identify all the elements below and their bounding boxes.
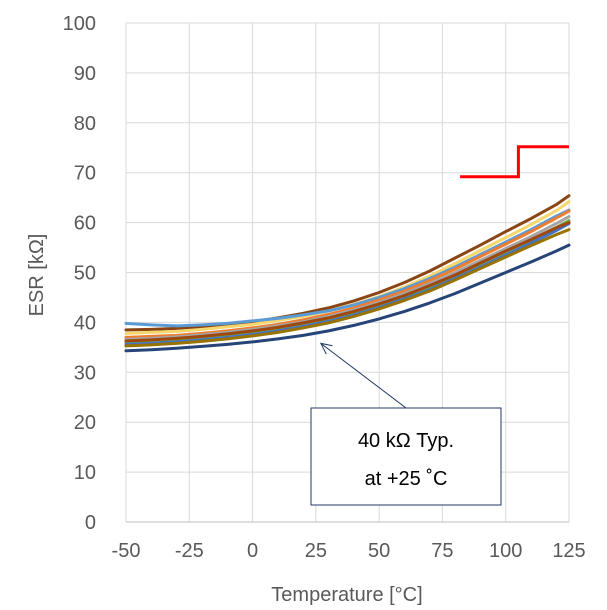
y-tick-label: 30 (74, 362, 96, 384)
series-line-10 (124, 243, 571, 353)
limit-line (460, 145, 569, 179)
annotation-line-1: 40 kΩ Typ. (358, 430, 454, 452)
series-line-5 (124, 215, 571, 341)
y-tick-label: 70 (74, 163, 96, 185)
x-tick-label: -25 (175, 540, 204, 562)
y-tick-label: 100 (63, 13, 96, 35)
y-tick-label: 40 (74, 312, 96, 334)
x-tick-label: 25 (305, 540, 327, 562)
limit-layer (460, 145, 569, 179)
tick-labels: -50 -25 0 25 50 75 100 125 0 10 20 30 40 50 60 70 80 90 10… (63, 13, 586, 562)
series-layer (124, 194, 571, 353)
annotation-arrow-head (319, 342, 333, 355)
annotation: 40 kΩ Typ. at +25 ˚C (310, 342, 502, 506)
x-tick-label: 0 (247, 540, 258, 562)
y-tick-label: 10 (74, 462, 96, 484)
x-tick-label: 50 (368, 540, 390, 562)
y-tick-label: 60 (74, 213, 96, 235)
series-line-3 (124, 208, 571, 328)
y-tick-label: 0 (85, 512, 96, 534)
y-tick-label: 50 (74, 263, 96, 285)
annotation-arrow-line (320, 342, 407, 409)
series-line-9 (124, 228, 571, 348)
x-tick-label: 75 (431, 540, 453, 562)
x-tick-label: 100 (489, 540, 522, 562)
y-tick-label: 90 (74, 63, 96, 85)
y-axis-label: ESR [kΩ] (26, 234, 48, 317)
x-axis-label: Temperature [°C] (271, 584, 422, 606)
annotation-box (310, 407, 502, 506)
series-line-8 (124, 221, 571, 343)
annotation-line-2: at +25 ˚C (365, 468, 448, 490)
series-line-1 (124, 194, 571, 332)
y-tick-label: 80 (74, 113, 96, 135)
x-tick-label: 125 (552, 540, 585, 562)
x-tick-label: -50 (112, 540, 141, 562)
y-tick-label: 20 (74, 412, 96, 434)
